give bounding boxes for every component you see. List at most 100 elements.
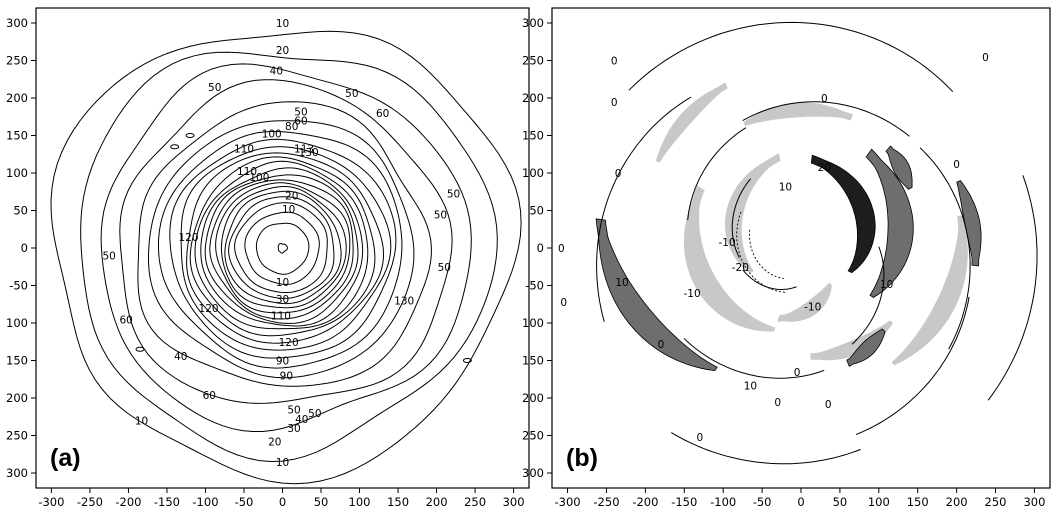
y-tick-label: 250 (6, 54, 28, 68)
contour-line (137, 101, 432, 387)
shaded-region (595, 218, 718, 372)
y-tick-label: 250 (522, 54, 544, 68)
contour-line (742, 101, 910, 137)
contour-line (228, 196, 335, 299)
contour-label: 50 (434, 209, 447, 221)
y-tick-label: 100 (6, 166, 28, 180)
shaded-region (865, 148, 914, 298)
contour-line (50, 30, 522, 485)
contour-label: 20 (818, 162, 831, 174)
contour-label: 40 (295, 414, 308, 426)
x-tick-label: -50 (753, 495, 772, 509)
panel-label: (a) (50, 444, 81, 472)
shaded-region (743, 102, 853, 126)
x-tick-label: 100 (868, 495, 890, 509)
shaded-region (885, 145, 913, 190)
contour-line (628, 21, 954, 93)
contour-label: 100 (262, 128, 282, 140)
y-tick-label: 200 (522, 91, 544, 105)
contour-label: 0 (615, 168, 622, 180)
x-tick-label: 200 (426, 495, 448, 509)
x-tick-label: -150 (671, 495, 697, 509)
y-tick-label: -50 (525, 279, 544, 293)
contour-label: 120 (279, 337, 299, 349)
contour-label: 130 (394, 296, 414, 308)
contour-label: 10 (276, 18, 289, 30)
contour-label: 20 (268, 437, 281, 449)
y-tick-label: 100 (6, 316, 28, 330)
y-tick-label: 250 (6, 429, 28, 443)
contour-label: 0 (825, 399, 832, 411)
x-tick-label: -250 (593, 495, 619, 509)
contour-line (80, 51, 498, 463)
contour-label: 50 (294, 107, 307, 119)
shaded-region (724, 153, 781, 273)
contour-line (671, 432, 861, 465)
y-tick-label: 150 (6, 129, 28, 143)
contour-label: 0 (658, 339, 665, 351)
y-tick-label: 300 (522, 466, 544, 480)
contour-line (185, 133, 195, 138)
shaded-region (846, 328, 886, 367)
contour-line (148, 120, 415, 379)
shaded-region (810, 154, 876, 274)
contour-label: 40 (174, 351, 187, 363)
contour-label: 0 (697, 432, 704, 444)
y-tick-label: 50 (529, 204, 544, 218)
contour-label: 50 (447, 188, 460, 200)
x-tick-label: 0 (797, 495, 804, 509)
contour-label: 130 (299, 147, 319, 159)
x-tick-label: -150 (154, 495, 180, 509)
contour-line (987, 175, 1038, 401)
x-tick-label: -250 (77, 495, 103, 509)
contour-line (244, 211, 320, 285)
contour-line (180, 146, 392, 351)
y-tick-label: -50 (9, 279, 28, 293)
contour-line (170, 144, 180, 150)
y-tick-label: 150 (6, 354, 28, 368)
contour-label: 60 (376, 108, 389, 120)
contour-line (224, 190, 342, 305)
y-tick-label: 150 (522, 129, 544, 143)
contour-line (856, 296, 970, 435)
contour-line (209, 179, 354, 320)
contour-label: 0 (953, 159, 960, 171)
contour-line (851, 246, 885, 345)
x-tick-label: 0 (279, 495, 286, 509)
contour-label: 60 (119, 314, 132, 326)
contour-line (204, 174, 359, 324)
contour-label: 10 (282, 204, 295, 216)
x-tick-label: 250 (985, 495, 1007, 509)
contour-label: 110 (271, 311, 291, 323)
negative-contour-line (736, 211, 787, 293)
x-tick-label: -100 (710, 495, 736, 509)
contour-label: 20 (276, 45, 289, 57)
y-tick-label: 250 (522, 429, 544, 443)
contour-label: 0 (558, 243, 565, 255)
contour-label: 110 (234, 143, 254, 155)
x-tick-label: -50 (235, 495, 254, 509)
contour-label: 60 (294, 116, 307, 128)
y-tick-label: 100 (522, 166, 544, 180)
contour-label: 10 (135, 416, 148, 428)
x-tick-label: 250 (464, 495, 486, 509)
contour-label: -20 (732, 262, 749, 274)
contour-line (919, 147, 971, 350)
contour-label: 10 (779, 182, 792, 194)
contour-label: 90 (276, 356, 289, 368)
contour-line (731, 178, 751, 259)
contour-label: 100 (249, 172, 269, 184)
y-tick-label: 50 (13, 204, 28, 218)
x-tick-label: 100 (349, 495, 371, 509)
contour-label: 30 (287, 423, 300, 435)
contour-line (200, 167, 364, 327)
contour-line (277, 242, 289, 254)
plot-area (595, 21, 1038, 465)
contour-line (100, 63, 472, 432)
y-tick-label: 100 (522, 316, 544, 330)
panel-label: (b) (566, 444, 598, 472)
contour-label: 60 (203, 390, 216, 402)
